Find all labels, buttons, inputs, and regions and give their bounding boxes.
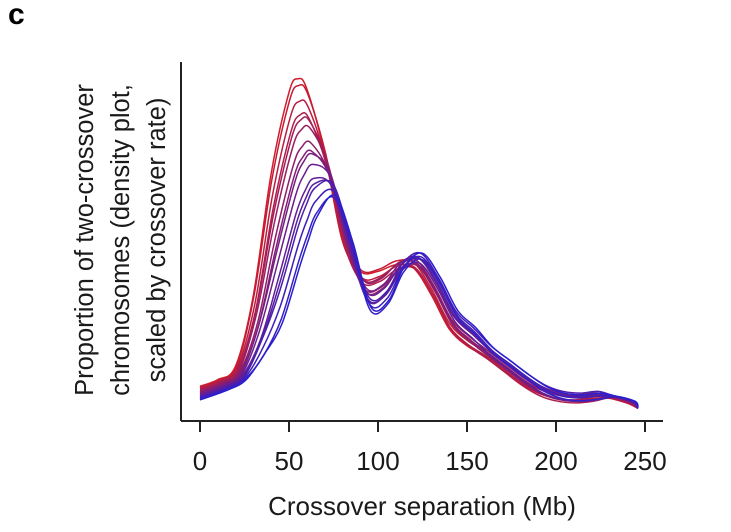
density-series-line	[199, 176, 639, 409]
y-axis-label-line-3: scaled by crossover rate)	[143, 98, 171, 383]
density-series-line	[199, 152, 639, 409]
y-axis-label-line-2: chromosomes (density plot,	[107, 84, 135, 396]
density-series-line	[199, 111, 639, 409]
x-tick-label: 250	[623, 446, 666, 476]
density-series-line	[199, 83, 639, 409]
x-tick-label: 150	[445, 446, 488, 476]
density-series-line	[199, 188, 639, 409]
density-series-line	[199, 194, 639, 409]
x-axis-label: Crossover separation (Mb)	[268, 491, 576, 521]
x-tick-layer: 0 50 100 150 200 250	[193, 421, 667, 476]
density-series-line	[199, 196, 639, 409]
density-series-line	[199, 149, 639, 409]
x-tick-label: 50	[275, 446, 304, 476]
panel-label: c	[8, 0, 25, 31]
series-layer	[199, 77, 639, 409]
x-tick-label: 200	[534, 446, 577, 476]
x-tick-label: 0	[193, 446, 207, 476]
x-tick-label: 100	[356, 446, 399, 476]
density-series-line	[199, 77, 639, 409]
y-axis-label-line-1: Proportion of two-crossover	[71, 84, 99, 396]
